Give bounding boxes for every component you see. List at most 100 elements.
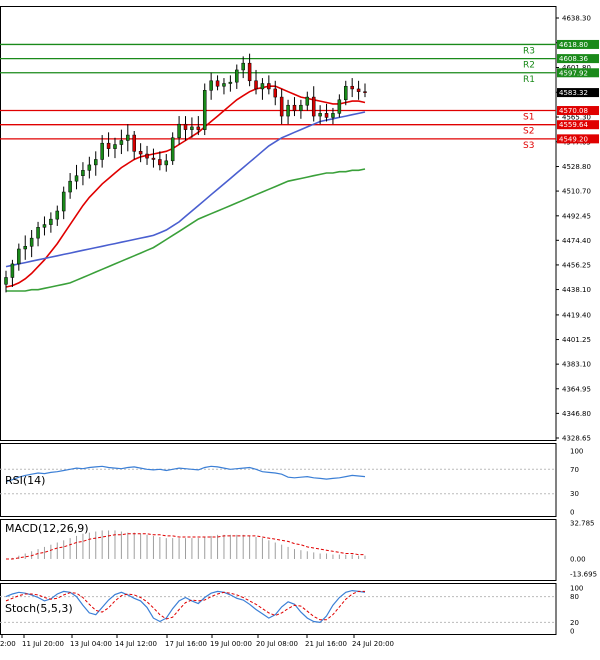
price-tick-label: 4346.80 xyxy=(562,410,591,418)
current-price-tag xyxy=(557,88,599,98)
candle-body xyxy=(126,134,130,141)
candle-body xyxy=(247,62,252,82)
level-price-tag-r3 xyxy=(557,39,599,49)
stoch-label: Stoch(5,5,3) xyxy=(5,602,73,615)
stoch-tick-label: 20 xyxy=(570,619,579,627)
candle-body xyxy=(42,224,47,228)
candle-body xyxy=(4,277,8,285)
level-price-label-r2: 4608.36 xyxy=(559,55,588,63)
price-tick-label: 4401.25 xyxy=(562,336,591,344)
macd-signal-line xyxy=(6,533,365,560)
candle-body xyxy=(202,90,207,130)
price-tick-label: 4528.80 xyxy=(562,163,591,171)
candle-body xyxy=(292,104,297,111)
level-price-tag-r2 xyxy=(557,54,599,64)
price-tick-label: 4492.45 xyxy=(562,212,591,220)
candle-body xyxy=(10,263,15,278)
candle-body xyxy=(113,144,117,149)
price-tick-label: 4638.30 xyxy=(562,15,591,23)
moving-average-2 xyxy=(6,168,366,292)
panel-frame-1 xyxy=(0,443,557,517)
price-tick-label: 4383.10 xyxy=(562,361,591,369)
rsi-tick-label: 0 xyxy=(570,509,574,517)
rsi-label: RSI(14) xyxy=(5,474,45,487)
candle-body xyxy=(222,83,226,87)
candle-body xyxy=(318,113,322,117)
stoch-k-line xyxy=(5,589,366,624)
candle-body xyxy=(61,191,66,212)
rsi-tick-label: 70 xyxy=(570,466,579,474)
time-tick-label: 20 Jul 08:00 xyxy=(256,640,298,648)
level-price-label-s1: 4570.08 xyxy=(559,107,588,115)
price-tick-label: 4601.80 xyxy=(562,64,591,72)
panel-frame-0 xyxy=(0,6,557,441)
price-tick-label: 4364.95 xyxy=(562,385,591,393)
price-tick-label: 4456.25 xyxy=(562,261,591,269)
candle-body xyxy=(235,69,239,83)
stoch-tick-label: 0 xyxy=(570,628,574,636)
price-tick-label: 4419.40 xyxy=(562,311,591,319)
moving-average-0 xyxy=(5,85,366,288)
candle-body xyxy=(331,113,335,118)
level-price-tag-r1 xyxy=(557,68,599,78)
candle-body xyxy=(55,210,60,220)
time-tick-label: 24 Jul 20:00 xyxy=(352,640,394,648)
candle-body xyxy=(196,126,201,130)
current-price-label: 4583.32 xyxy=(559,89,588,97)
level-price-tag-s2 xyxy=(557,120,599,130)
candle-body xyxy=(279,96,284,117)
candle-body xyxy=(29,237,34,247)
candle-body xyxy=(81,170,85,176)
stoch-tick-label: 100 xyxy=(570,585,583,593)
candle-body xyxy=(299,104,303,111)
level-name-s2: S2 xyxy=(523,127,534,137)
candle-body xyxy=(311,96,316,117)
level-price-tag-s3 xyxy=(557,134,599,144)
candle-body xyxy=(337,99,342,114)
candle-body xyxy=(228,81,233,84)
candle-body xyxy=(356,88,361,92)
time-tick-label: 19 Jul 00:00 xyxy=(210,640,252,648)
candle-body xyxy=(215,80,220,87)
rsi-line xyxy=(5,465,366,483)
time-tick-label: 13 Jul 04:00 xyxy=(70,640,112,648)
level-price-tag-s1 xyxy=(557,106,599,116)
candle-body xyxy=(49,218,53,225)
panel-frame-3 xyxy=(0,583,557,635)
candle-body xyxy=(363,91,367,93)
macd-tick-label: 32.785 xyxy=(570,520,595,528)
level-name-r2: R2 xyxy=(523,61,535,71)
candle-body xyxy=(138,151,143,155)
price-tick-label: 4438.10 xyxy=(562,286,591,294)
candle-body xyxy=(36,227,40,239)
macd-label: MACD(12,26,9) xyxy=(5,522,89,535)
candle-body xyxy=(106,142,111,149)
level-name-r3: R3 xyxy=(523,46,535,56)
candle-body xyxy=(344,85,348,101)
level-name-r1: R1 xyxy=(523,75,535,85)
level-price-label-r3: 4618.80 xyxy=(559,41,588,49)
candle-body xyxy=(23,246,27,250)
macd-tick-label: 0.00 xyxy=(570,555,586,563)
candle-body xyxy=(151,157,156,160)
candle-body xyxy=(286,104,290,117)
candle-body xyxy=(164,160,169,166)
stoch-tick-label: 80 xyxy=(570,593,579,601)
candle-body xyxy=(94,159,98,166)
candle-body xyxy=(273,88,277,98)
level-name-s1: S1 xyxy=(523,113,534,123)
candle-body xyxy=(158,159,162,166)
rsi-tick-label: 100 xyxy=(570,448,583,456)
price-tick-label: 4474.40 xyxy=(562,237,591,245)
level-price-label-s3: 4549.20 xyxy=(559,135,588,143)
candle-body xyxy=(350,85,354,90)
candle-body xyxy=(170,137,175,162)
candle-body xyxy=(68,180,72,193)
candle-body xyxy=(260,83,265,90)
candle-body xyxy=(241,62,245,71)
time-tick-label: 14 Jul 12:00 xyxy=(115,640,157,648)
candle-body xyxy=(190,126,194,130)
